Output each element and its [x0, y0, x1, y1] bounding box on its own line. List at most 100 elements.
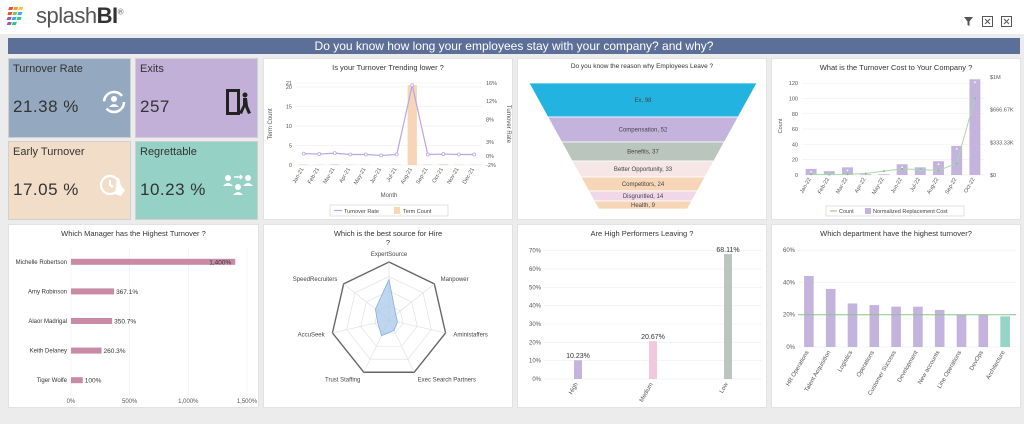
y-tick-label: 120 — [789, 81, 798, 87]
x-tick-label: Aug-21 — [400, 167, 414, 185]
bar-marker — [864, 176, 867, 179]
x-tick-label: Feb-22 — [817, 177, 831, 195]
radar-ring — [331, 261, 447, 373]
panel-leave-reasons: Do you know the reason why Employees Lea… — [517, 58, 767, 220]
y2-tick-label: 12% — [486, 99, 497, 105]
y-tick-label: 5 — [289, 143, 292, 149]
kpi-exits[interactable]: Exits 257 — [135, 58, 258, 138]
x-tick-label: Jun-21 — [369, 167, 383, 185]
bar-performer — [649, 341, 657, 379]
funnel-label: Disgruntled, 14 — [623, 194, 664, 200]
funnel-label: Better Opportunity, 33 — [614, 167, 673, 173]
x-tick-label: Logistics — [837, 350, 854, 373]
x-tick-label: 1,500% — [237, 399, 258, 405]
y2-tick-label: 0% — [486, 154, 494, 160]
bar-marker — [846, 169, 849, 172]
data-label: 367.1% — [116, 289, 138, 296]
x-tick-label: HR Operations — [786, 350, 811, 387]
x-tick-label: Nov-21 — [446, 167, 460, 185]
chart-title: Which is the best source for Hire? — [333, 229, 443, 247]
point-turnover-rate — [332, 151, 337, 156]
bar-marker — [883, 176, 885, 179]
splashbi-logo[interactable]: splashBI® — [6, 3, 124, 29]
data-label: 100% — [85, 378, 102, 385]
kpi-value: 257 — [140, 97, 170, 116]
y2-tick-label: 8% — [486, 117, 494, 123]
y-tick-label: Michelle Robertson — [16, 260, 67, 266]
bar-manager — [71, 377, 83, 384]
y-axis-label: Count — [778, 118, 784, 133]
point-turnover-rate — [379, 153, 384, 158]
toolbar — [963, 14, 1012, 27]
point-turnover-rate — [348, 152, 353, 157]
point-count — [937, 169, 940, 172]
kpi-early-turnover[interactable]: Early Turnover 17.05 % — [8, 141, 131, 220]
y-tick-label: 0 — [795, 173, 798, 179]
chart-turnover-cost[interactable]: 0 20 40 60 80 100 120 $0 $333.33K $666.67K $1M Jan-… — [772, 59, 1022, 221]
axis-label: SpeedRecruiters — [293, 277, 338, 283]
x-tick-label: Medium — [639, 382, 655, 403]
chart-high-performers[interactable]: 0% 10% 20% 30% 40% 50% 60% 70% 10.23% High 20.67% M… — [518, 225, 768, 409]
bar-replacement-cost — [969, 79, 981, 175]
panel-department-turnover: Which department have the highest turnov… — [771, 224, 1021, 408]
bar-term-count — [423, 164, 433, 165]
line-turnover-rate — [303, 85, 475, 157]
x-tick-label: Low — [719, 381, 730, 394]
axis-label: ExpertSource — [371, 252, 408, 258]
x-tick-label: Mar-21 — [323, 167, 337, 185]
expand-icon[interactable] — [982, 14, 993, 27]
chart-hire-source[interactable]: ExpertSource Manpower Aministaffers Exec Se… — [264, 225, 514, 409]
x-tick-label: Jun-22 — [890, 177, 904, 195]
bar-replacement-cost — [823, 171, 835, 175]
kpi-turnover-rate[interactable]: Turnover Rate 21.38 % — [8, 58, 131, 138]
filter-icon[interactable] — [963, 14, 974, 26]
kpi-label: Early Turnover — [13, 146, 85, 158]
point-count — [810, 173, 813, 176]
legend-box — [329, 204, 449, 217]
x-tick-label: DevOps — [969, 350, 985, 372]
axis-label: Manpower — [441, 277, 469, 283]
legend-bar-swatch — [394, 207, 400, 214]
axis-label: Exec Search Partners — [418, 377, 476, 383]
y-tick-label: 40% — [783, 280, 796, 286]
y2-axis-label: Turnover Rate — [505, 105, 511, 144]
x-tick-label: May-21 — [353, 167, 367, 186]
y-tick-label: 20% — [529, 340, 542, 346]
point-turnover-rate — [425, 152, 430, 157]
point-turnover-rate — [410, 83, 415, 88]
bar-department — [804, 276, 814, 347]
kpi-value: 21.38 % — [13, 97, 79, 116]
bar-term-count — [407, 85, 417, 165]
kpi-regrettable[interactable]: Regrettable 10.23 % — [135, 141, 258, 220]
y-tick-label: 60% — [783, 248, 796, 254]
top-bar: splashBI® — [0, 0, 1024, 34]
y2-tick-label: -2% — [486, 163, 496, 169]
chart-leave-reasons[interactable]: Ex, 98 Compensation, 52 Benefits, 37 Better… — [518, 59, 768, 221]
bar-department — [934, 309, 945, 347]
x-tick-label: 1,000% — [178, 399, 199, 405]
funnel-label: Ex, 98 — [634, 98, 652, 104]
bar-replacement-cost — [860, 174, 872, 175]
x-tick-label: Jul-22 — [909, 177, 922, 193]
kpi-label: Turnover Rate — [13, 63, 83, 75]
y-tick-label: 20 — [286, 85, 292, 91]
bar-department — [891, 306, 901, 347]
bar-performer — [724, 254, 732, 379]
point-count — [828, 173, 831, 176]
x-tick-label: 500% — [122, 399, 138, 405]
close-icon[interactable] — [1001, 14, 1012, 27]
y-tick-label: 60 — [792, 127, 798, 133]
y-tick-label: 60% — [529, 267, 542, 273]
y-tick-label: 15 — [286, 104, 292, 110]
x-tick-label: Sep-21 — [415, 167, 429, 185]
bar-manager — [71, 258, 236, 265]
y-tick-label: Tiger Wolfe — [37, 378, 68, 384]
y-tick-label: 100 — [789, 96, 798, 102]
bar-marker — [955, 148, 958, 150]
chart-manager-turnover[interactable]: 0% 500% 1,000% 1,500% Michelle Robertson 1,40… — [9, 225, 260, 409]
axis-label: Trust Staffing — [325, 377, 360, 383]
bar-department — [978, 314, 989, 347]
x-tick-label: High — [568, 382, 579, 396]
